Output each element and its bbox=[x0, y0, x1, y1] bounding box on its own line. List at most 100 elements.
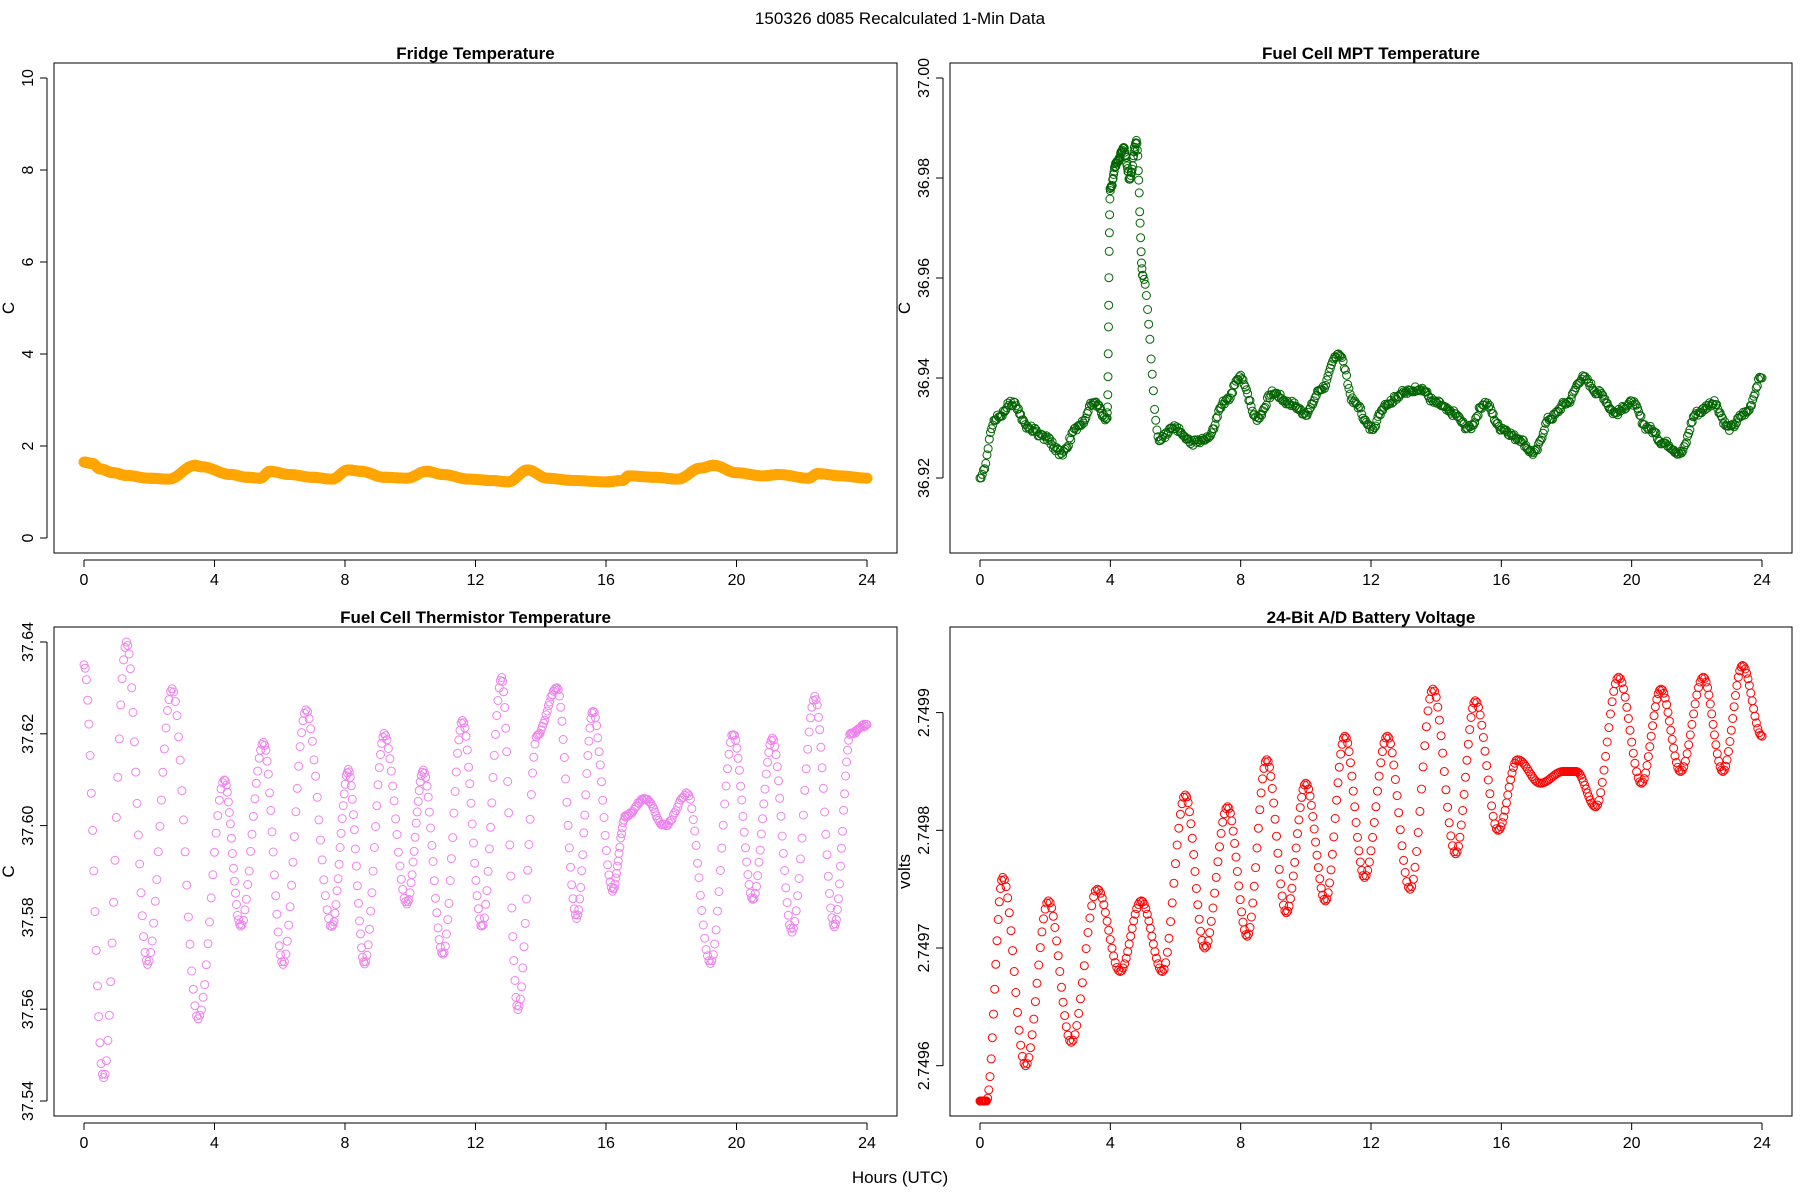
data-point bbox=[333, 874, 343, 884]
data-point bbox=[534, 729, 544, 739]
data-point bbox=[454, 735, 464, 745]
data-point bbox=[344, 767, 354, 777]
data-point bbox=[1396, 389, 1406, 399]
data-point bbox=[1402, 877, 1412, 887]
data-point bbox=[89, 866, 99, 876]
data-point bbox=[1045, 434, 1055, 444]
data-point bbox=[775, 793, 785, 803]
data-point bbox=[1443, 802, 1453, 812]
data-point bbox=[1743, 674, 1753, 684]
data-point bbox=[1140, 279, 1150, 289]
data-point bbox=[1141, 904, 1151, 914]
x-tick-label: 0 bbox=[80, 572, 89, 589]
data-point bbox=[581, 790, 591, 800]
data-point bbox=[406, 878, 416, 888]
data-point bbox=[1089, 398, 1099, 408]
data-point bbox=[562, 797, 572, 807]
data-point bbox=[383, 744, 393, 753]
data-point bbox=[1144, 319, 1154, 329]
data-point bbox=[1073, 421, 1083, 431]
data-point bbox=[1104, 925, 1114, 935]
data-point bbox=[1340, 365, 1350, 375]
data-point bbox=[491, 729, 500, 739]
data-point bbox=[335, 843, 345, 852]
data-point bbox=[1037, 927, 1047, 937]
data-point bbox=[749, 893, 759, 903]
x-tick-label: 20 bbox=[1623, 1135, 1641, 1152]
data-point bbox=[697, 906, 707, 915]
data-point bbox=[268, 847, 278, 857]
data-point bbox=[1126, 931, 1136, 941]
data-point bbox=[1164, 933, 1174, 943]
data-point bbox=[1090, 886, 1100, 896]
data-point bbox=[434, 935, 444, 945]
data-point bbox=[1337, 739, 1347, 749]
data-point bbox=[1085, 913, 1095, 923]
data-point bbox=[107, 938, 117, 948]
data-point bbox=[220, 776, 230, 786]
data-point bbox=[842, 757, 852, 767]
data-point bbox=[472, 891, 482, 901]
data-point bbox=[1018, 415, 1028, 425]
data-point bbox=[1465, 725, 1475, 735]
data-point bbox=[246, 846, 256, 856]
data-point bbox=[603, 860, 613, 870]
data-point bbox=[1127, 164, 1137, 174]
data-point bbox=[1344, 384, 1354, 393]
data-point bbox=[453, 748, 463, 758]
data-point bbox=[982, 450, 992, 460]
data-point bbox=[1209, 424, 1219, 434]
data-point bbox=[1108, 173, 1118, 183]
data-point bbox=[1415, 806, 1425, 816]
y-tick-label: 36.96 bbox=[916, 258, 933, 298]
data-point bbox=[1191, 884, 1201, 893]
data-point bbox=[1387, 748, 1397, 758]
data-point bbox=[1466, 713, 1476, 722]
data-point bbox=[730, 730, 739, 740]
data-point bbox=[1006, 926, 1016, 936]
data-point bbox=[1455, 832, 1465, 842]
data-point bbox=[550, 685, 560, 694]
data-point bbox=[1245, 396, 1255, 405]
data-point bbox=[1506, 775, 1516, 785]
data-point bbox=[1594, 795, 1604, 805]
data-point bbox=[1731, 418, 1741, 428]
data-point bbox=[1382, 731, 1392, 741]
y-axis-label: C bbox=[895, 302, 914, 314]
data-point bbox=[1461, 772, 1470, 782]
data-point bbox=[517, 982, 527, 992]
data-point bbox=[541, 710, 551, 720]
data-point bbox=[1356, 403, 1365, 413]
data-point bbox=[1281, 908, 1291, 918]
data-point bbox=[1211, 872, 1221, 882]
data-point bbox=[756, 829, 766, 839]
data-point bbox=[271, 891, 281, 901]
data-point bbox=[317, 855, 327, 865]
data-point bbox=[1253, 823, 1263, 833]
data-point bbox=[1549, 771, 1558, 781]
chart-panel-4: 24-Bit A/D Battery Voltage 0 4 8 12 16 20 24 2.7… bbox=[895, 608, 1793, 1152]
data-point bbox=[461, 731, 471, 741]
data-point bbox=[413, 796, 423, 806]
x-tick-label: 16 bbox=[1492, 1135, 1510, 1152]
data-point bbox=[812, 700, 822, 710]
data-point bbox=[289, 832, 299, 842]
data-point bbox=[248, 811, 258, 821]
data-point bbox=[1277, 891, 1287, 901]
data-point bbox=[330, 908, 340, 918]
data-point bbox=[1348, 786, 1358, 796]
data-point bbox=[1258, 774, 1267, 784]
chart-title: Fuel Cell MPT Temperature bbox=[1262, 44, 1480, 63]
data-point bbox=[81, 675, 91, 685]
data-point bbox=[991, 959, 1001, 969]
data-point bbox=[1232, 867, 1242, 876]
data-point bbox=[1371, 802, 1381, 812]
data-point bbox=[1194, 914, 1204, 924]
data-point bbox=[1150, 404, 1160, 414]
data-point bbox=[1242, 931, 1252, 941]
data-point bbox=[309, 755, 319, 765]
data-point bbox=[1148, 386, 1158, 396]
data-point bbox=[421, 772, 431, 782]
data-point bbox=[1430, 686, 1439, 696]
data-point bbox=[610, 879, 620, 889]
